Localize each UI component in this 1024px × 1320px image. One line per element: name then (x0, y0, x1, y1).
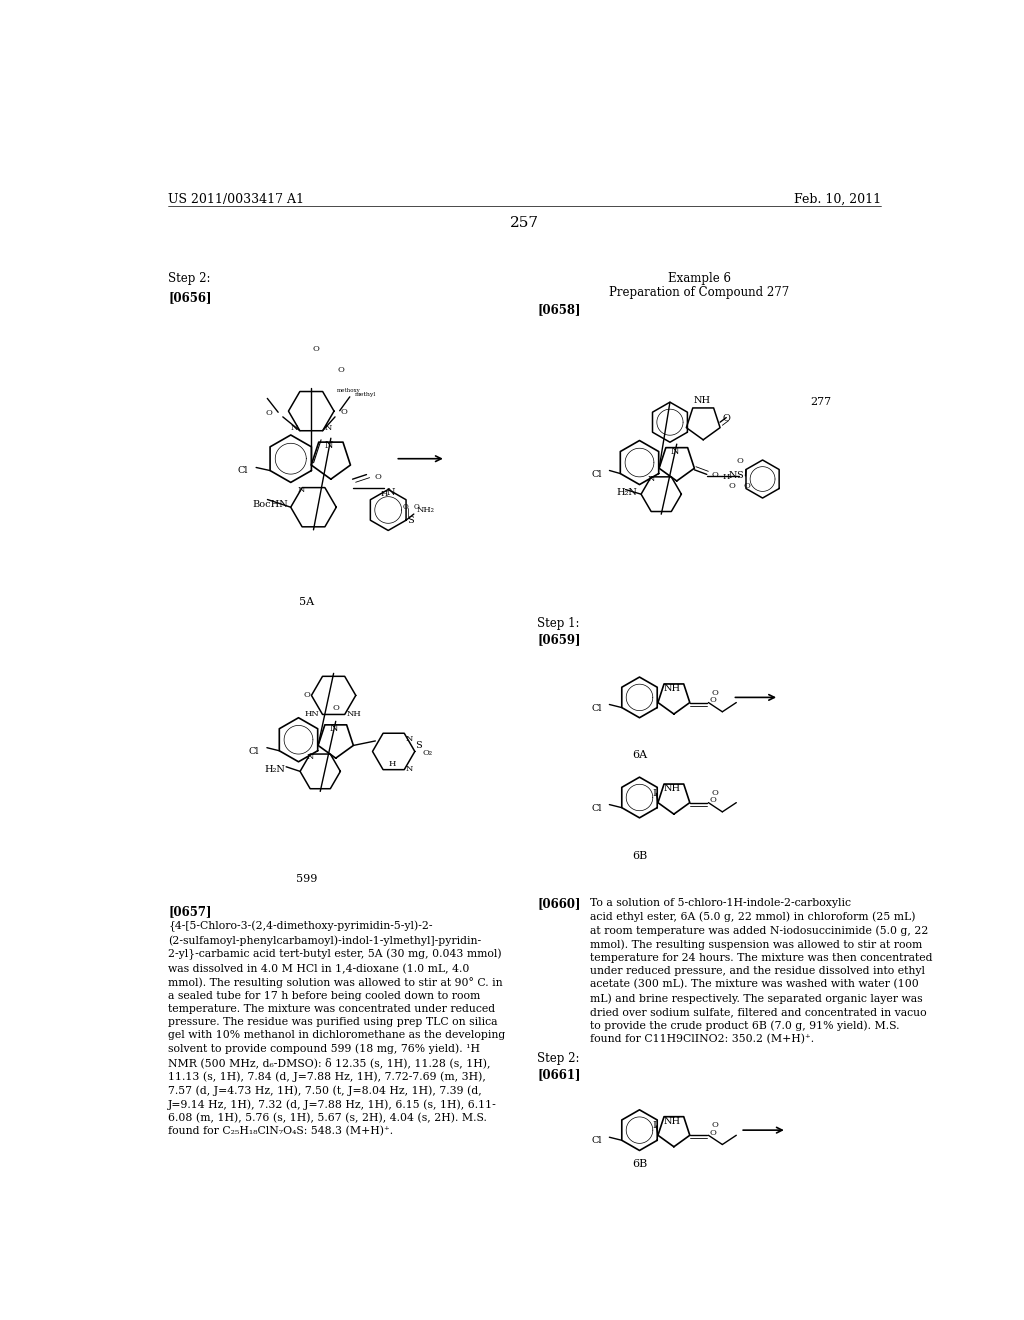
Text: H: H (722, 473, 730, 480)
Text: Example 6: Example 6 (668, 272, 731, 285)
Text: O₂: O₂ (423, 748, 433, 756)
Text: O: O (712, 1122, 719, 1130)
Text: Cl: Cl (591, 704, 602, 713)
Text: BocHN: BocHN (252, 499, 288, 508)
Text: O: O (710, 1129, 717, 1137)
Text: N: N (406, 735, 413, 743)
Text: N: N (291, 424, 298, 432)
Text: H: H (388, 760, 396, 768)
Text: {4-[5-Chloro-3-(2,4-dimethoxy-pyrimidin-5-yl)-2-
(2-sulfamoyl-phenylcarbamoyl)-i: {4-[5-Chloro-3-(2,4-dimethoxy-pyrimidin-… (168, 921, 506, 1137)
Text: 257: 257 (510, 216, 540, 230)
Text: O: O (403, 503, 409, 511)
Text: I: I (653, 1122, 656, 1130)
Text: O: O (337, 367, 344, 375)
Text: [0660]: [0660] (538, 898, 581, 911)
Text: O: O (710, 796, 717, 804)
Text: NH: NH (693, 396, 711, 405)
Text: O: O (312, 345, 319, 352)
Text: S: S (408, 516, 415, 524)
Text: O: O (304, 690, 310, 698)
Text: [0659]: [0659] (538, 634, 581, 647)
Text: O: O (710, 697, 717, 705)
Text: Feb. 10, 2011: Feb. 10, 2011 (795, 193, 882, 206)
Text: N: N (387, 488, 395, 498)
Text: US 2011/0033417 A1: US 2011/0033417 A1 (168, 193, 304, 206)
Text: N: N (647, 475, 654, 483)
Text: NH: NH (346, 710, 361, 718)
Text: N: N (307, 752, 314, 760)
Text: HN: HN (305, 710, 319, 718)
Text: [0657]: [0657] (168, 906, 212, 919)
Text: methoxy: methoxy (337, 388, 360, 393)
Text: S: S (415, 741, 422, 750)
Text: H₂N: H₂N (616, 488, 637, 498)
Text: 5A: 5A (299, 597, 313, 607)
Text: [0656]: [0656] (168, 290, 212, 304)
Text: 277: 277 (810, 397, 831, 407)
Text: O: O (265, 409, 272, 417)
Text: 6B: 6B (632, 1159, 647, 1170)
Text: H: H (381, 490, 388, 498)
Text: N: N (325, 441, 333, 450)
Text: 6B: 6B (632, 851, 647, 862)
Text: Cl: Cl (591, 804, 602, 813)
Text: O: O (728, 482, 735, 490)
Text: Step 2:: Step 2: (168, 272, 211, 285)
Text: N: N (728, 471, 737, 480)
Text: H₂N: H₂N (264, 766, 286, 775)
Text: I: I (653, 789, 656, 797)
Text: Preparation of Compound 277: Preparation of Compound 277 (609, 286, 790, 300)
Text: O: O (712, 689, 719, 697)
Text: O: O (414, 503, 420, 511)
Text: O: O (341, 408, 348, 416)
Text: S: S (736, 471, 743, 480)
Text: N: N (297, 486, 305, 494)
Text: O: O (744, 482, 751, 490)
Text: N: N (671, 447, 680, 457)
Text: NH: NH (664, 1117, 681, 1126)
Text: Cl: Cl (249, 747, 259, 756)
Text: Step 1:: Step 1: (538, 616, 580, 630)
Text: N: N (330, 725, 339, 734)
Text: O: O (332, 704, 339, 711)
Text: O: O (712, 471, 718, 479)
Text: Cl: Cl (591, 470, 602, 479)
Text: NH: NH (664, 684, 681, 693)
Text: NH: NH (664, 784, 681, 793)
Text: To a solution of 5-chloro-1H-indole-2-carboxylic
acid ethyl ester, 6A (5.0 g, 22: To a solution of 5-chloro-1H-indole-2-ca… (590, 898, 933, 1044)
Text: O: O (723, 414, 730, 424)
Text: O: O (736, 458, 743, 466)
Text: Step 2:: Step 2: (538, 1052, 580, 1065)
Text: O: O (374, 473, 381, 480)
Text: 6A: 6A (632, 750, 647, 760)
Text: Cl: Cl (238, 466, 249, 475)
Text: methyl: methyl (355, 392, 377, 397)
Text: [0658]: [0658] (538, 304, 581, 317)
Text: O: O (712, 789, 719, 797)
Text: Cl: Cl (591, 1137, 602, 1146)
Text: 599: 599 (296, 874, 317, 884)
Text: [0661]: [0661] (538, 1069, 581, 1081)
Text: N: N (406, 766, 413, 774)
Text: NH₂: NH₂ (417, 507, 435, 515)
Text: N: N (325, 424, 332, 432)
